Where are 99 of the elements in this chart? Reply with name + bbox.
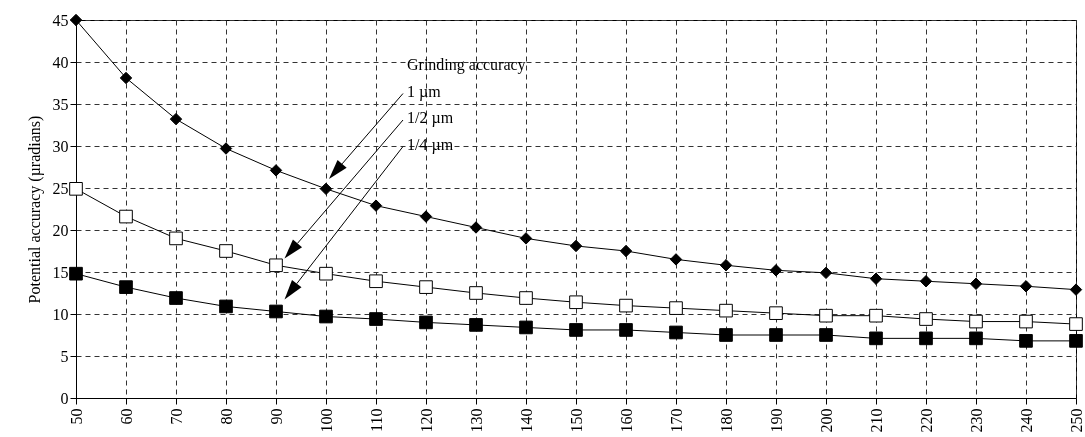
x-tick-label: 160 <box>617 408 635 433</box>
point <box>869 308 883 323</box>
point <box>69 266 83 281</box>
point <box>619 323 633 337</box>
x-tick-label: 210 <box>867 408 885 433</box>
x-tick-label: 100 <box>317 408 335 433</box>
annotation: 1/4 µm <box>407 135 454 154</box>
annotation: 1/2 µm <box>407 109 454 127</box>
point <box>269 258 283 273</box>
point <box>569 239 583 253</box>
point <box>169 291 183 305</box>
point <box>1019 314 1033 329</box>
point <box>869 272 883 285</box>
point <box>319 309 333 324</box>
point <box>719 303 733 318</box>
x-tick-label: 240 <box>1017 408 1035 433</box>
x-tick-label: 230 <box>967 408 985 433</box>
point <box>969 314 983 329</box>
point <box>519 291 533 305</box>
x-tick-label: 150 <box>567 408 585 433</box>
x-tick-label: 190 <box>767 408 785 433</box>
point <box>369 199 383 212</box>
point <box>619 298 633 313</box>
point <box>169 231 183 246</box>
point <box>469 286 483 300</box>
point <box>669 253 683 266</box>
x-tick-label: 170 <box>667 408 685 433</box>
point <box>819 308 833 323</box>
y-tick-label: 35 <box>52 95 69 113</box>
point <box>619 244 633 258</box>
point <box>69 13 83 27</box>
x-tick-label: 120 <box>417 408 435 433</box>
point <box>719 259 733 272</box>
x-tick-label: 200 <box>817 408 835 433</box>
point <box>319 266 333 281</box>
point <box>69 182 83 196</box>
annotation: Grinding accuracy <box>407 56 526 74</box>
point <box>569 295 583 310</box>
y-tick-label: 10 <box>52 305 69 323</box>
point <box>819 266 833 280</box>
x-tick-label: 90 <box>267 408 285 425</box>
x-tick-label: 140 <box>517 408 535 433</box>
point <box>819 328 833 342</box>
point <box>969 331 983 346</box>
point <box>369 274 383 289</box>
point <box>769 264 783 277</box>
y-axis-title: Potential accuracy (µradians) <box>25 115 44 304</box>
point <box>419 210 433 223</box>
point <box>419 280 433 294</box>
point <box>269 164 283 177</box>
point <box>1019 280 1033 293</box>
point <box>869 331 883 346</box>
point <box>1069 283 1083 296</box>
y-tick-label: 5 <box>60 347 69 365</box>
point <box>469 221 483 234</box>
x-tick-label: 130 <box>467 408 485 433</box>
point <box>569 323 583 337</box>
x-tick-label: 80 <box>217 408 235 425</box>
point <box>319 182 333 196</box>
x-tick-label: 220 <box>917 408 935 433</box>
point <box>169 112 183 126</box>
point <box>119 71 133 85</box>
x-tick-label: 180 <box>717 408 735 433</box>
point <box>269 304 283 319</box>
y-tick-label: 15 <box>52 263 69 281</box>
point <box>719 328 733 342</box>
point <box>1019 334 1033 348</box>
point <box>119 209 133 224</box>
point <box>919 312 933 326</box>
point <box>219 142 233 155</box>
point <box>369 312 383 326</box>
point <box>519 320 533 335</box>
y-tick-label: 45 <box>52 11 69 29</box>
point <box>769 306 783 320</box>
point <box>1069 334 1083 348</box>
point <box>669 325 683 340</box>
point <box>419 315 433 330</box>
point <box>1069 317 1083 331</box>
point <box>119 280 133 294</box>
x-tick-label: 50 <box>67 408 85 425</box>
x-tick-label: 110 <box>367 408 385 432</box>
x-tick-label: 70 <box>167 408 185 425</box>
point <box>969 277 983 290</box>
y-tick-label: 20 <box>52 221 69 239</box>
annotation: 1 µm <box>407 82 442 101</box>
y-tick-label: 30 <box>52 137 69 155</box>
x-tick-label: 250 <box>1067 408 1085 433</box>
point <box>219 244 233 258</box>
point <box>219 299 233 314</box>
y-tick-label: 0 <box>60 389 69 407</box>
y-tick-label: 40 <box>52 53 69 71</box>
point <box>919 331 933 346</box>
point <box>519 232 533 245</box>
y-tick-label: 25 <box>52 179 69 197</box>
point <box>669 301 683 315</box>
point <box>469 318 483 332</box>
point <box>919 275 933 288</box>
x-tick-label: 60 <box>117 408 135 425</box>
point <box>769 328 783 342</box>
